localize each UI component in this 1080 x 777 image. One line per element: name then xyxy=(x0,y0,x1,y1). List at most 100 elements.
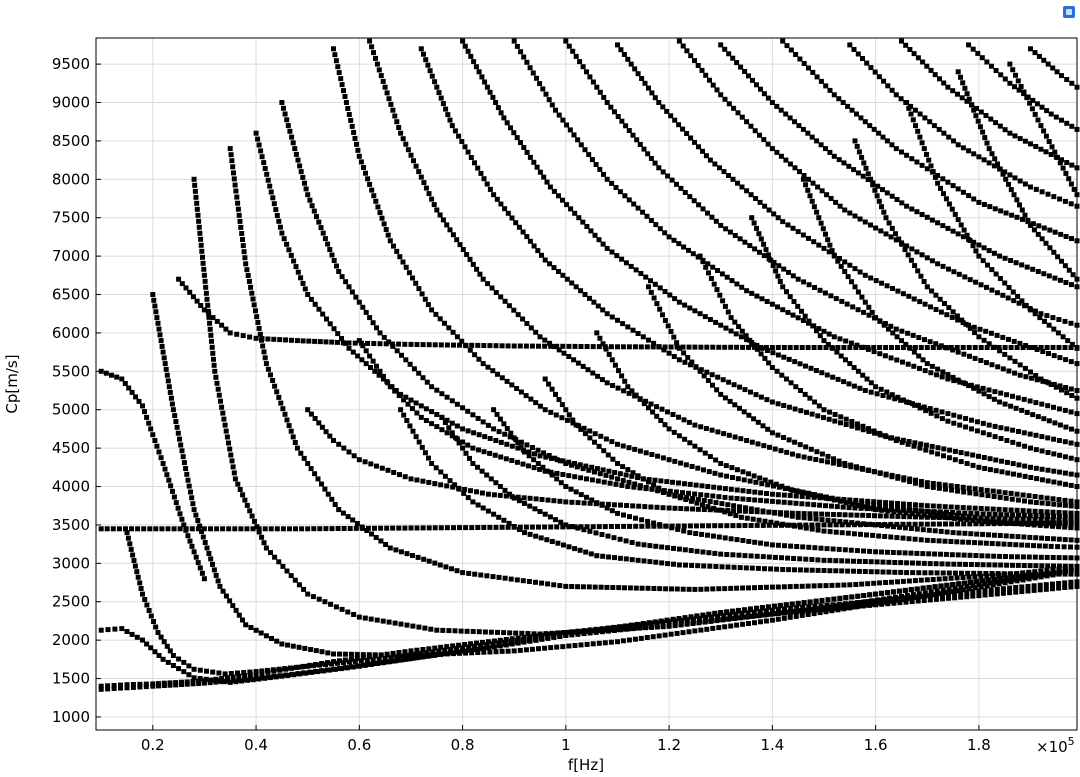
data-point xyxy=(442,320,447,326)
data-point xyxy=(286,247,292,253)
data-point xyxy=(468,488,473,494)
data-point xyxy=(1063,424,1069,430)
data-point xyxy=(438,342,444,348)
data-point xyxy=(114,374,120,380)
data-point xyxy=(584,524,590,530)
data-point xyxy=(639,585,645,591)
data-point xyxy=(980,531,986,537)
data-point xyxy=(820,494,825,500)
data-point xyxy=(851,47,857,52)
data-point xyxy=(200,534,206,540)
data-point xyxy=(855,520,861,526)
data-point xyxy=(476,447,481,453)
data-point xyxy=(890,589,896,595)
data-point xyxy=(923,442,929,448)
data-point xyxy=(845,103,851,109)
data-point xyxy=(806,176,811,182)
data-point xyxy=(1045,536,1050,541)
data-point xyxy=(423,653,429,659)
data-point xyxy=(314,214,319,220)
data-point xyxy=(527,154,533,160)
data-point xyxy=(253,335,259,341)
data-point xyxy=(1045,467,1051,473)
data-point xyxy=(924,514,930,520)
data-point xyxy=(600,241,606,247)
data-point xyxy=(916,353,922,359)
data-point xyxy=(930,484,936,490)
data-point xyxy=(641,401,647,407)
data-point xyxy=(918,482,924,488)
data-point xyxy=(619,118,625,124)
data-point xyxy=(549,630,555,636)
data-point xyxy=(788,606,794,612)
data-point xyxy=(793,345,799,350)
data-point xyxy=(210,315,216,321)
data-point xyxy=(808,492,814,497)
data-point xyxy=(549,539,555,544)
data-point xyxy=(1001,541,1007,547)
data-point xyxy=(785,609,791,615)
data-point xyxy=(1039,104,1045,110)
data-point xyxy=(354,141,359,147)
data-point xyxy=(554,524,560,530)
data-point xyxy=(651,586,657,591)
data-point xyxy=(867,505,873,511)
data-point xyxy=(956,510,962,516)
data-point xyxy=(645,523,651,529)
data-point xyxy=(294,338,300,344)
data-point xyxy=(1026,554,1032,560)
data-point xyxy=(744,188,750,194)
data-point xyxy=(516,224,522,230)
data-point xyxy=(739,114,745,120)
data-point xyxy=(991,396,997,402)
data-point xyxy=(358,159,364,165)
data-point xyxy=(810,69,816,75)
data-point xyxy=(637,396,643,402)
data-point xyxy=(955,552,961,558)
data-point xyxy=(240,617,245,623)
data-point xyxy=(529,524,535,530)
data-point xyxy=(746,73,751,79)
data-point xyxy=(449,566,454,572)
data-point xyxy=(676,546,682,552)
data-point xyxy=(646,479,651,485)
data-point xyxy=(801,454,807,460)
data-point xyxy=(214,526,220,532)
data-point xyxy=(686,629,692,635)
data-point xyxy=(762,203,768,209)
data-point xyxy=(279,641,285,647)
data-point xyxy=(992,389,998,395)
data-point xyxy=(511,130,517,136)
data-point xyxy=(198,242,204,248)
data-point xyxy=(827,568,833,574)
data-point xyxy=(254,314,260,320)
data-point xyxy=(955,69,961,75)
data-point xyxy=(626,479,632,485)
y-tick-label: 8000 xyxy=(52,170,90,188)
data-point xyxy=(542,511,548,517)
data-point xyxy=(981,391,987,397)
toolbar-icon[interactable] xyxy=(1063,6,1075,18)
data-point xyxy=(432,560,438,566)
series-37 xyxy=(800,176,1080,434)
data-point xyxy=(671,561,676,567)
data-point xyxy=(797,56,803,62)
data-point xyxy=(311,663,317,669)
data-point xyxy=(903,341,909,347)
data-point xyxy=(842,461,848,466)
data-point xyxy=(615,114,621,119)
data-point xyxy=(970,593,976,599)
data-point xyxy=(821,415,826,421)
data-point xyxy=(416,169,422,175)
data-point xyxy=(563,461,569,466)
data-point xyxy=(527,503,533,509)
data-point xyxy=(643,486,649,492)
data-point xyxy=(364,528,370,533)
data-point xyxy=(986,394,992,400)
data-point xyxy=(306,338,312,344)
data-point xyxy=(566,354,572,359)
data-point xyxy=(700,148,705,154)
data-point xyxy=(772,446,778,452)
data-point xyxy=(503,493,509,499)
data-point xyxy=(289,337,294,343)
